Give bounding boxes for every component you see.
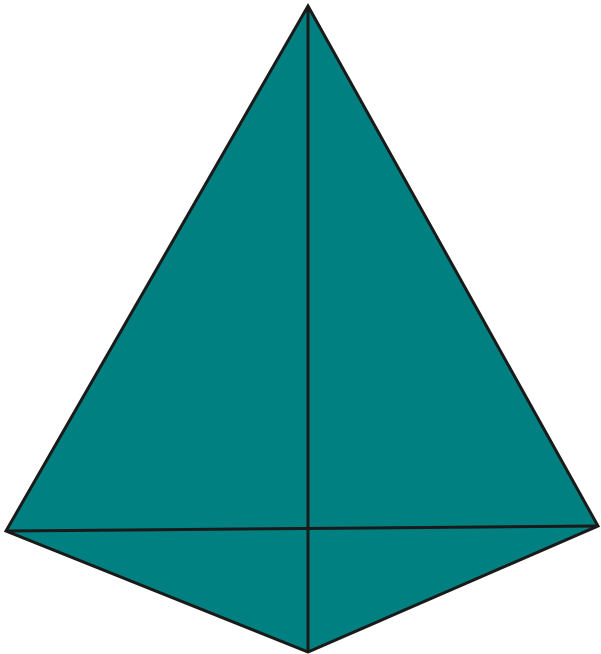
horizontal-diagonal xyxy=(5,524,599,533)
kite-shape xyxy=(3,2,601,654)
